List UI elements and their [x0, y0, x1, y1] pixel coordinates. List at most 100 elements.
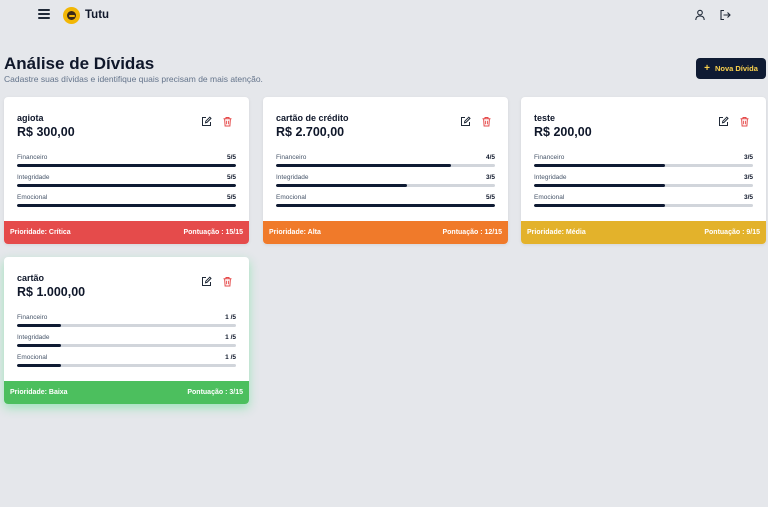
logout-icon[interactable] — [719, 9, 731, 21]
metric-emocional: Emocional 5/5 — [17, 194, 236, 210]
edit-icon[interactable] — [201, 116, 212, 127]
trash-icon[interactable] — [481, 116, 492, 127]
metric-financeiro: Financeiro 3/5 — [534, 154, 753, 170]
metric-bar — [17, 324, 236, 327]
metric-bar — [276, 204, 495, 207]
metric-bar-fill — [17, 204, 236, 207]
metric-integridade: Integridade 3/5 — [276, 174, 495, 190]
new-debt-label: Nova Dívida — [714, 64, 758, 73]
metric-integridade: Integridade 5/5 — [17, 174, 236, 190]
metric-label: Financeiro — [534, 154, 565, 161]
metric-bar — [17, 344, 236, 347]
edit-icon[interactable] — [460, 116, 471, 127]
metric-emocional: Emocional 1 /5 — [17, 354, 236, 370]
metric-bar-fill — [534, 204, 666, 207]
trash-icon[interactable] — [739, 116, 750, 127]
score-total: Pontuação : 15/15 — [183, 229, 243, 236]
metric-label: Emocional — [534, 194, 565, 201]
debt-value: R$ 2.700,00 — [276, 125, 345, 139]
metric-score: 5/5 — [485, 194, 495, 201]
metric-bar — [17, 204, 236, 207]
metric-bar — [534, 164, 753, 167]
metric-score: 1 /5 — [225, 314, 236, 321]
metric-bar — [17, 184, 236, 187]
metric-score: 3/5 — [743, 194, 753, 201]
debt-value: R$ 300,00 — [17, 125, 75, 139]
metric-bar-fill — [276, 204, 495, 207]
debt-name: teste — [534, 113, 556, 123]
metric-label: Integridade — [17, 174, 50, 181]
metric-bar — [17, 364, 236, 367]
edit-icon[interactable] — [718, 116, 729, 127]
debt-card: teste R$ 200,00 Financeiro 3/5 Integrida… — [521, 97, 766, 244]
user-icon[interactable] — [694, 9, 706, 21]
metric-financeiro: Financeiro 1 /5 — [17, 314, 236, 330]
priority-label: Prioridade: Alta — [269, 229, 321, 236]
metric-label: Financeiro — [276, 154, 307, 161]
metric-score: 1 /5 — [225, 354, 236, 361]
debt-value: R$ 1.000,00 — [17, 285, 86, 299]
trash-icon[interactable] — [222, 276, 233, 287]
page-title: Análise de Dívidas — [4, 54, 155, 73]
plus-icon: + — [704, 62, 710, 74]
debt-name: cartão de crédito — [276, 113, 349, 123]
metric-label: Integridade — [276, 174, 309, 181]
metric-score: 1 /5 — [225, 334, 236, 341]
metric-bar-fill — [276, 164, 452, 167]
new-debt-button[interactable]: + Nova Dívida — [696, 58, 766, 79]
metric-emocional: Emocional 3/5 — [534, 194, 753, 210]
metric-label: Emocional — [17, 354, 48, 361]
metric-label: Integridade — [17, 334, 50, 341]
edit-icon[interactable] — [201, 276, 212, 287]
priority-label: Prioridade: Baixa — [10, 389, 68, 396]
priority-footer: Prioridade: Alta Pontuação : 12/15 — [263, 221, 508, 244]
metric-financeiro: Financeiro 4/5 — [276, 154, 495, 170]
metric-score: 3/5 — [485, 174, 495, 181]
metric-score: 4/5 — [485, 154, 495, 161]
metric-score: 3/5 — [743, 174, 753, 181]
score-total: Pontuação : 9/15 — [704, 229, 760, 236]
metric-bar — [17, 164, 236, 167]
metric-bar — [534, 204, 753, 207]
metric-score: 5/5 — [226, 194, 236, 201]
metric-label: Integridade — [534, 174, 567, 181]
trash-icon[interactable] — [222, 116, 233, 127]
metric-bar-fill — [276, 184, 408, 187]
score-total: Pontuação : 12/15 — [442, 229, 502, 236]
debt-name: agiota — [17, 113, 44, 123]
metric-bar — [534, 184, 753, 187]
top-bar: Tutu — [0, 0, 768, 31]
debt-card: agiota R$ 300,00 Financeiro 5/5 Integrid… — [4, 97, 249, 244]
metric-bar-fill — [17, 324, 61, 327]
metric-bar — [276, 164, 495, 167]
metric-integridade: Integridade 3/5 — [534, 174, 753, 190]
debt-card: cartão R$ 1.000,00 Financeiro 1 /5 Integ… — [4, 257, 249, 404]
metric-bar-fill — [17, 184, 236, 187]
metric-bar — [276, 184, 495, 187]
brand-name: Tutu — [85, 9, 110, 21]
page-subtitle: Cadastre suas dívidas e identifique quai… — [4, 74, 263, 84]
metric-score: 3/5 — [743, 154, 753, 161]
priority-label: Prioridade: Crítica — [10, 229, 71, 236]
priority-footer: Prioridade: Crítica Pontuação : 15/15 — [4, 221, 249, 244]
debt-card: cartão de crédito R$ 2.700,00 Financeiro… — [263, 97, 508, 244]
metric-score: 5/5 — [226, 174, 236, 181]
priority-label: Prioridade: Média — [527, 229, 586, 236]
metric-score: 5/5 — [226, 154, 236, 161]
metric-label: Emocional — [276, 194, 307, 201]
logo-avatar[interactable] — [63, 7, 80, 24]
metric-bar-fill — [534, 164, 666, 167]
priority-footer: Prioridade: Baixa Pontuação : 3/15 — [4, 381, 249, 404]
metric-label: Financeiro — [17, 154, 48, 161]
menu-icon[interactable] — [38, 9, 50, 19]
debt-name: cartão — [17, 273, 45, 283]
metric-bar-fill — [534, 184, 666, 187]
score-total: Pontuação : 3/15 — [187, 389, 243, 396]
metric-integridade: Integridade 1 /5 — [17, 334, 236, 350]
metric-label: Emocional — [17, 194, 48, 201]
metric-bar-fill — [17, 164, 236, 167]
metric-financeiro: Financeiro 5/5 — [17, 154, 236, 170]
debt-value: R$ 200,00 — [534, 125, 592, 139]
metric-emocional: Emocional 5/5 — [276, 194, 495, 210]
metric-label: Financeiro — [17, 314, 48, 321]
